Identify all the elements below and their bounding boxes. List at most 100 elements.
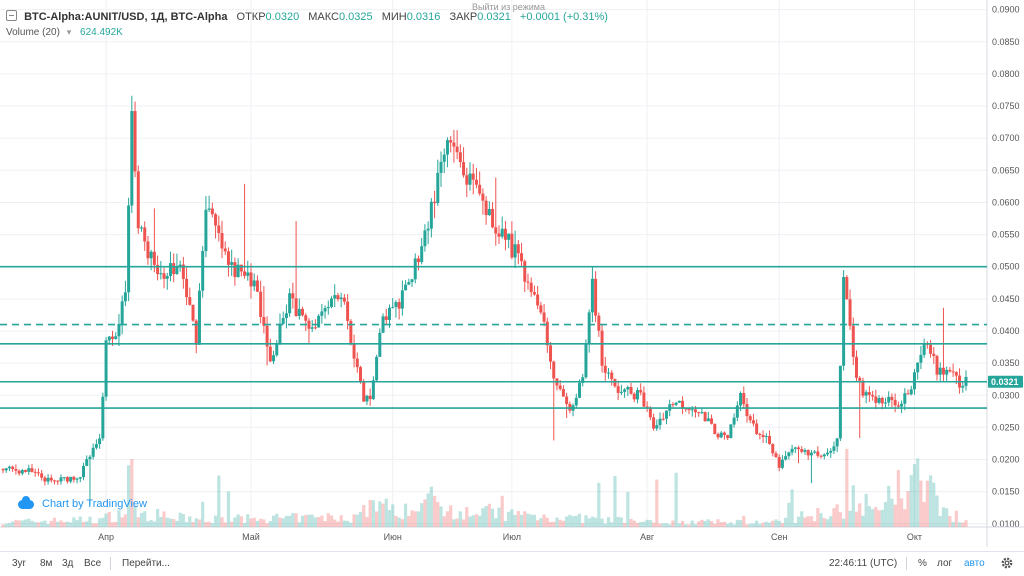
percent-scale-button[interactable]: % (918, 558, 927, 569)
volume-bar (114, 521, 118, 527)
candle-body (320, 311, 324, 316)
candle-body (871, 394, 875, 397)
volume-bar (925, 480, 929, 527)
change-value: +0.0001 (+0.31%) (519, 11, 608, 23)
y-tick-label: 0.0850 (992, 37, 1020, 47)
candle-body (185, 278, 189, 298)
volume-bar (297, 522, 301, 527)
candle-body (906, 393, 910, 395)
candle-body (355, 358, 359, 368)
symbol-title[interactable]: BTC-Alpha:AUNIT/USD, 1Д, BTC-Alpha (24, 11, 228, 23)
y-tick-label: 0.0550 (992, 230, 1020, 240)
candle-body (558, 385, 562, 390)
volume-label[interactable]: Volume (20) (6, 27, 60, 38)
goto-date-button[interactable]: Перейти... (122, 558, 170, 569)
range-button-all[interactable]: Все (84, 558, 102, 569)
volume-bar (278, 517, 282, 527)
candle-body (590, 278, 594, 313)
volume-bar (552, 521, 556, 527)
tradingview-watermark[interactable]: Chart by TradingView (18, 495, 147, 510)
candle-body (600, 330, 604, 366)
candle-body (127, 205, 131, 293)
gear-icon[interactable] (1000, 556, 1014, 570)
volume-bar (568, 514, 572, 527)
volume-bar (329, 515, 334, 527)
candle-body (697, 412, 701, 414)
candle-body (632, 393, 636, 400)
candle-body (887, 396, 891, 403)
candle-body (497, 233, 501, 237)
volume-bar (346, 520, 350, 527)
y-tick-label: 0.0750 (992, 101, 1020, 111)
candle-body (545, 321, 549, 346)
volume-bar (188, 516, 192, 527)
candle-body (500, 228, 504, 237)
volume-bar (104, 513, 108, 527)
volume-bar (796, 516, 801, 527)
candle-body (912, 372, 916, 390)
volume-bar (184, 522, 189, 527)
volume-bar (436, 502, 440, 527)
candle-body (929, 344, 933, 354)
volume-bar (793, 523, 797, 527)
candle-body (574, 397, 578, 406)
collapse-legend-icon[interactable] (6, 10, 17, 21)
volume-bar (368, 499, 372, 527)
volume-bar (632, 520, 636, 527)
volume-bar (732, 524, 736, 527)
candle-body (449, 140, 453, 143)
candle-body (658, 418, 662, 426)
candle-body (291, 293, 295, 299)
y-tick-label: 0.0400 (992, 326, 1020, 336)
volume-bar (542, 514, 546, 527)
candle-body (716, 433, 720, 438)
log-scale-button[interactable]: лог (937, 558, 953, 569)
volume-bar (664, 523, 669, 527)
volume-bar (613, 475, 617, 527)
auto-scale-button[interactable]: авто (964, 558, 985, 569)
candle-body (288, 293, 292, 314)
candle-body (239, 264, 243, 272)
volume-bar (349, 522, 353, 527)
candle-body (62, 477, 66, 479)
range-button-8m[interactable]: 8м (40, 558, 53, 569)
candlestick-chart[interactable]: 0.0900 0.0850 0.0800 0.0750 0.0700 0.0650 0.06… (0, 0, 1024, 551)
volume-bar (519, 514, 524, 527)
volume-bar (178, 512, 182, 527)
candle-body (932, 353, 936, 357)
candle-body (226, 251, 230, 265)
volume-bar (919, 480, 923, 527)
volume-bar (896, 470, 900, 527)
candle-body (909, 389, 913, 395)
candle-body (123, 292, 127, 302)
range-button-3d[interactable]: 3д (62, 558, 74, 569)
volume-bar (635, 522, 640, 527)
volume-bar (767, 522, 772, 527)
candle-body (387, 307, 391, 320)
volume-bar (742, 515, 746, 527)
volume-bar (352, 514, 356, 527)
candle-body (375, 356, 379, 381)
volume-bar (291, 513, 295, 527)
volume-bar (465, 507, 469, 527)
volume-bar (951, 522, 955, 527)
candle-body (526, 281, 530, 283)
exit-mode-label[interactable]: Выйти из режима (472, 2, 545, 12)
range-button-3yr[interactable]: 3yr (12, 558, 26, 569)
candle-body (616, 386, 620, 393)
volume-bar (838, 512, 842, 527)
volume-bar (98, 518, 102, 527)
candle-body (787, 452, 791, 457)
volume-bar (407, 516, 411, 527)
candle-body (194, 320, 198, 345)
chevron-down-icon[interactable]: ▾ (66, 27, 72, 37)
clock-time[interactable]: 22:46:11 (UTC) (829, 558, 898, 569)
candle-body (346, 301, 350, 321)
volume-bar (893, 504, 897, 527)
candle-body (362, 381, 366, 402)
volume-bar (774, 519, 778, 527)
candle-body (552, 361, 556, 379)
volume-bar (938, 516, 942, 527)
candle-body (478, 184, 482, 194)
